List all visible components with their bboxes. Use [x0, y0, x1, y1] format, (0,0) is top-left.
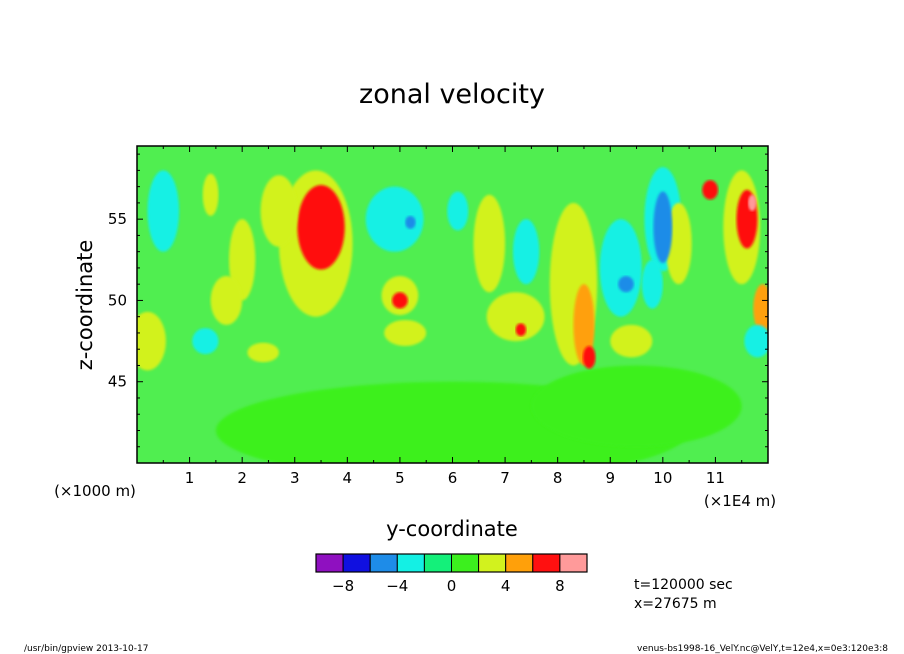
x-axis-title: y-coordinate — [386, 517, 518, 541]
contour-blob — [486, 292, 545, 342]
x-tick-label: 5 — [395, 469, 405, 487]
contour-blob — [405, 215, 416, 229]
position-annotation: x=27675 m — [634, 596, 717, 612]
x-tick-label: 11 — [706, 469, 725, 487]
contour-blob — [447, 191, 469, 231]
x-tick-label: 1 — [185, 469, 195, 487]
contour-blob — [582, 345, 596, 369]
x-tick-label: 9 — [605, 469, 615, 487]
contour-blob — [618, 276, 634, 293]
x-tick-label: 8 — [553, 469, 563, 487]
colorbar-swatch — [505, 553, 534, 573]
colorbar-swatch — [315, 553, 344, 573]
colorbar-swatch — [423, 553, 452, 573]
colorbar-label: 4 — [501, 577, 511, 595]
colorbar-label: 8 — [555, 577, 565, 595]
contour-blob — [515, 323, 527, 337]
colorbar-label: −4 — [386, 577, 408, 595]
colorbar-frame — [315, 553, 588, 573]
x-axis: 1 2 3 4 5 6 7 8 9 10 11 — [162, 146, 743, 487]
contour-blob — [641, 259, 663, 309]
x-tick-label: 4 — [343, 469, 353, 487]
colorbar-swatch — [369, 553, 398, 573]
contour-blob — [229, 219, 256, 301]
x-tick-label: 7 — [500, 469, 510, 487]
x-unit-left: (×1000 m) — [54, 482, 136, 500]
contour-field — [137, 167, 768, 463]
y-tick-label: 50 — [108, 291, 127, 309]
footer-right: venus-bs1998-16_VelY.nc@VelY,t=12e4,x=0e… — [637, 644, 888, 654]
contour-blob — [753, 284, 768, 333]
contour-blob — [512, 219, 540, 285]
colorbar-swatch — [478, 553, 507, 573]
contour-blob — [573, 284, 595, 366]
y-tick-label: 55 — [108, 210, 127, 228]
contour-blob — [384, 319, 427, 346]
contour-blob — [247, 342, 279, 363]
x-tick-label: 6 — [448, 469, 458, 487]
y-axis: 45 50 55 — [108, 153, 768, 448]
contour-blob — [137, 311, 166, 371]
colorbar-label: 0 — [447, 577, 457, 595]
contour-blob — [653, 191, 673, 264]
y-axis-title: z-coordinate — [73, 240, 97, 371]
contour-blob — [599, 219, 642, 317]
x-tick-label: 3 — [290, 469, 300, 487]
contour-blob — [744, 324, 768, 358]
contour-blob — [192, 328, 219, 355]
x-tick-label: 10 — [653, 469, 672, 487]
colorbar-swatch — [451, 553, 480, 573]
colorbar-swatch — [532, 553, 561, 573]
contour-blob — [748, 194, 757, 212]
time-annotation: t=120000 sec — [634, 577, 733, 593]
colorbar-swatch — [396, 553, 425, 573]
y-tick-label: 45 — [108, 373, 127, 391]
footer-left: /usr/bin/gpview 2013-10-17 — [24, 644, 148, 654]
contour-blob — [147, 170, 180, 252]
chart-title: zonal velocity — [359, 79, 545, 110]
colorbar-label: −8 — [332, 577, 354, 595]
contour-blob — [531, 365, 742, 447]
contour-blob — [473, 194, 506, 293]
colorbar: −8 −4 0 4 8 — [315, 553, 588, 595]
contour-blob — [610, 324, 653, 358]
contour-blob — [202, 173, 219, 216]
contour-blob — [392, 292, 408, 309]
contour-blob — [260, 175, 298, 247]
contour-blob — [210, 276, 243, 325]
contour-blob — [702, 180, 719, 200]
x-tick-label: 2 — [237, 469, 247, 487]
colorbar-swatch — [342, 553, 371, 573]
contour-blob — [365, 186, 424, 252]
colorbar-swatch — [559, 553, 588, 573]
contour-blob — [297, 185, 345, 270]
x-unit-right: (×1E4 m) — [704, 492, 776, 510]
